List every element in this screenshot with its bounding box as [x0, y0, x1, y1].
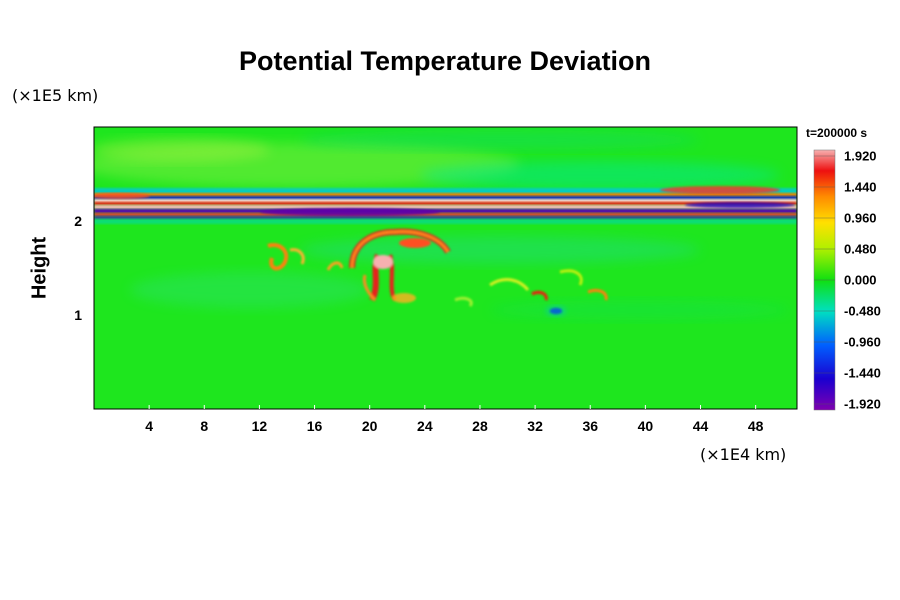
x-axis-ticks: 4 8 12 16 20 24 28 32 36 40 44 48: [145, 405, 764, 434]
y-tick-label: 1: [74, 307, 82, 323]
x-tick-label: 24: [417, 418, 433, 434]
y-tick-label: 2: [74, 213, 82, 229]
x-tick-label: 36: [582, 418, 598, 434]
x-tick-label: 32: [527, 418, 543, 434]
colorbar-tick-label: 1.920: [844, 149, 877, 164]
colorbar-tick-label: -1.920: [844, 397, 881, 412]
x-tick-label: 16: [307, 418, 323, 434]
x-axis-unit: (×1E4 km): [700, 445, 787, 464]
colorbar-labels: 1.920 1.440 0.960 0.480 0.000 -0.480 -0.960 -1.…: [814, 149, 881, 412]
colorbar: 1.920 1.440 0.960 0.480 0.000 -0.480 -0.960 -1.…: [813, 149, 881, 412]
x-tick-label: 8: [200, 418, 208, 434]
time-stamp-label: t=200000 s: [806, 126, 868, 140]
x-tick-label: 28: [472, 418, 488, 434]
colorbar-tick-label: 0.000: [844, 273, 877, 288]
x-tick-label: 48: [748, 418, 764, 434]
heatmap-field: [94, 127, 797, 409]
chart-title: Potential Temperature Deviation: [238, 46, 652, 76]
y-axis-unit: (×1E5 km): [12, 86, 99, 105]
x-tick-label: 4: [145, 418, 153, 434]
x-tick-label: 40: [638, 418, 654, 434]
x-tick-label: 20: [362, 418, 378, 434]
colorbar-tick-label: -1.440: [844, 366, 881, 381]
colorbar-tick-label: 0.960: [844, 211, 877, 226]
colorbar-tick-label: 1.440: [844, 180, 877, 195]
colorbar-tick-label: -0.960: [844, 335, 881, 350]
x-tick-label: 12: [252, 418, 268, 434]
x-tick-label: 44: [693, 418, 709, 434]
colorbar-tick-label: -0.480: [844, 304, 881, 319]
y-axis-ticks: 12: [74, 213, 82, 323]
colorbar-tick-label: 0.480: [844, 242, 877, 257]
plot-frame: [93, 126, 798, 410]
